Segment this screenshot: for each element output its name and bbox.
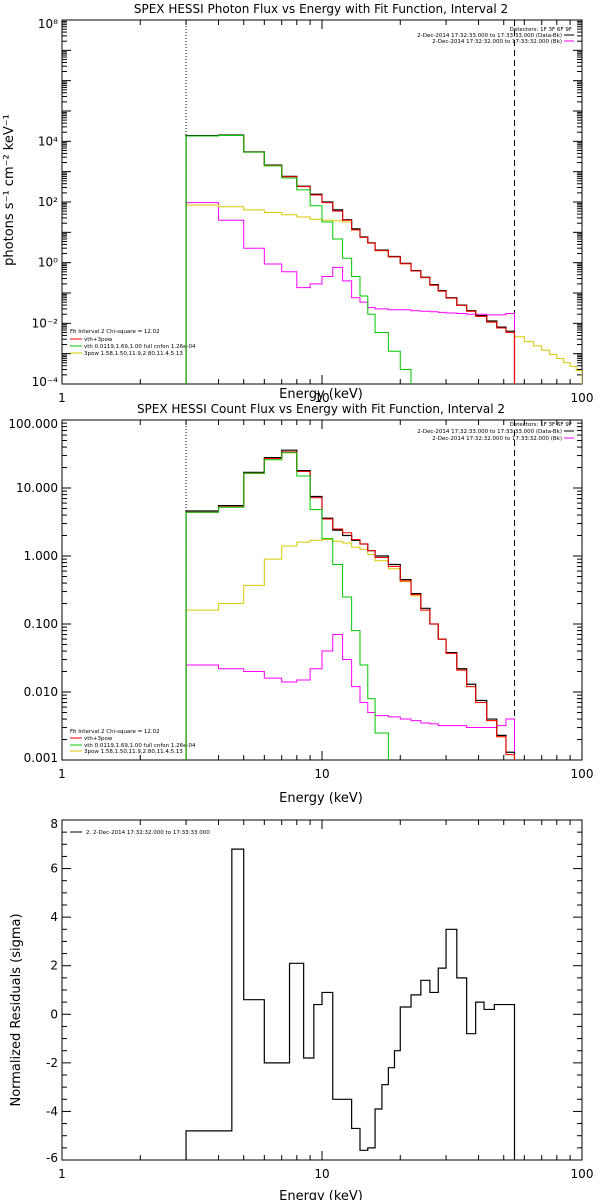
series-line bbox=[185, 634, 515, 760]
x-tick-label: 10 bbox=[314, 767, 329, 781]
y-tick-label: 1.000 bbox=[24, 549, 58, 563]
x-axis-label: Energy (keV) bbox=[279, 1189, 363, 1200]
legend-data-interval: 2-Dec-2014 17:32:33.000 to 17:33:33.000 … bbox=[417, 429, 562, 435]
series-line bbox=[185, 452, 389, 760]
series-line bbox=[185, 134, 516, 384]
y-tick-label: -6 bbox=[46, 1151, 58, 1165]
panel-title: SPEX HESSI Count Flux vs Energy with Fit… bbox=[137, 402, 505, 416]
x-tick-label: 100 bbox=[571, 767, 594, 781]
legend-detectors: Detectors: 1F 3F 6F 9F bbox=[510, 27, 572, 33]
y-tick-label: 10⁻² bbox=[32, 316, 59, 330]
x-axis: 1 10 100 bbox=[58, 820, 593, 1181]
legend-data-interval: 2-Dec-2014 17:32:33.000 to 17:33:33.000 … bbox=[417, 33, 562, 39]
plot-frame bbox=[61, 419, 583, 761]
y-axis-label: Normalized Residuals (sigma) bbox=[9, 913, 24, 1106]
series-line bbox=[185, 449, 516, 760]
y-tick-label: 10.000 bbox=[16, 481, 58, 495]
y-tick-label: 100.000 bbox=[8, 417, 58, 431]
legend-vth-params: vth 0.0119,1.69,1.00 full cnfon 1.26e-04 bbox=[84, 743, 196, 749]
photon-flux-panel: SPEX HESSI Photon Flux vs Energy with Fi… bbox=[2, 2, 593, 405]
x-axis: 1 10 100 bbox=[58, 420, 593, 781]
x-tick-label: 100 bbox=[571, 391, 594, 405]
y-tick-label: 4 bbox=[50, 910, 58, 924]
y-axis: 10⁻⁴ 10⁻² 10⁰ 10² 10⁴ 10⁸ bbox=[32, 17, 582, 389]
legend-top: Detectors: 1F 3F 6F 9F 2-Dec-2014 17:32:… bbox=[417, 27, 572, 45]
y-axis-label: photons s⁻¹ cm⁻² keV⁻¹ bbox=[2, 114, 17, 266]
x-tick-label: 1 bbox=[58, 767, 66, 781]
legend-fit-interval: Fit Interval 2 Chi-square = 12.02 bbox=[70, 329, 160, 335]
y-tick-label: 10⁸ bbox=[38, 17, 58, 31]
y-tick-label: 8 bbox=[50, 817, 58, 831]
series-line bbox=[185, 135, 412, 384]
y-tick-label: 10⁴ bbox=[38, 134, 58, 148]
legend-fit-interval: Fit Interval 2 Chi-square = 12.02 bbox=[70, 729, 160, 735]
x-tick-label: 1 bbox=[58, 1167, 66, 1181]
legend-top: Detectors: 1F 3F 6F 9F 2-Dec-2014 17:32:… bbox=[417, 422, 572, 442]
legend-bottom: Fit Interval 2 Chi-square = 12.02 vth+3p… bbox=[70, 329, 196, 357]
y-tick-label: 10⁰ bbox=[38, 256, 58, 270]
legend-vth-3pow: vth+3pow bbox=[84, 337, 113, 343]
series-line bbox=[185, 204, 582, 384]
legend-top: 2. 2-Dec-2014 17:32:32.000 to 17:33:33.0… bbox=[86, 830, 210, 836]
y-tick-label: -4 bbox=[46, 1104, 58, 1118]
x-tick-label: 100 bbox=[571, 1167, 594, 1181]
legend-bk-interval: 2-Dec-2014 17:32:32.000 to 17:33:32.000 … bbox=[432, 436, 562, 442]
legend-residual-interval: 2. 2-Dec-2014 17:32:32.000 to 17:33:33.0… bbox=[86, 830, 210, 836]
y-tick-label: 10⁻⁴ bbox=[32, 375, 59, 389]
x-axis-label: Energy (keV) bbox=[279, 387, 363, 402]
panel-title: SPEX HESSI Photon Flux vs Energy with Fi… bbox=[134, 2, 508, 16]
y-tick-label: 10² bbox=[38, 195, 58, 209]
y-tick-label: 0.010 bbox=[24, 685, 58, 699]
legend-3pow-params: 3pow 1.58,1.50,11.9,2.80,11.4,5.13 bbox=[84, 749, 183, 755]
x-axis: 1 10 100 bbox=[58, 20, 593, 405]
count-flux-panel: SPEX HESSI Count Flux vs Energy with Fit… bbox=[8, 402, 593, 806]
y-tick-label: 0.100 bbox=[24, 617, 58, 631]
legend-3pow-params: 3pow 1.58,1.50,11.9,2.80,11.4,5.13 bbox=[84, 351, 183, 357]
legend-vth-3pow: vth+3pow bbox=[84, 736, 113, 742]
legend-detectors: Detectors: 1F 3F 6F 9F bbox=[510, 422, 572, 428]
residuals-panel: Normalized Residuals (sigma) Energy (keV… bbox=[9, 817, 593, 1200]
y-axis: -6 -4 -2 0 2 4 6 8 bbox=[46, 817, 582, 1165]
y-tick-label: -2 bbox=[46, 1056, 58, 1070]
legend-vth-params: vth 0.0119,1.69,1.00 full cnfon 1.26e-04 bbox=[84, 344, 196, 350]
series-line bbox=[185, 202, 515, 384]
legend-bottom: Fit Interval 2 Chi-square = 12.02 vth+3p… bbox=[70, 729, 196, 755]
x-tick-label: 10 bbox=[314, 1167, 329, 1181]
x-tick-label: 10 bbox=[314, 391, 329, 405]
y-axis: 0.001 0.010 0.100 1.000 10.000 100.000 bbox=[8, 417, 582, 765]
y-tick-label: 6 bbox=[50, 862, 58, 876]
y-tick-label: 2 bbox=[50, 959, 58, 973]
series-line bbox=[185, 451, 515, 760]
legend-bk-interval: 2-Dec-2014 17:32:32.000 to 17:33:32.000 … bbox=[432, 39, 562, 45]
x-tick-label: 1 bbox=[58, 391, 66, 405]
y-tick-label: 0 bbox=[50, 1007, 58, 1021]
series-line bbox=[185, 848, 516, 1160]
x-axis-label: Energy (keV) bbox=[279, 791, 363, 806]
plot-frame bbox=[61, 819, 583, 1161]
series-line bbox=[185, 135, 515, 384]
y-tick-label: 0.001 bbox=[24, 751, 58, 765]
